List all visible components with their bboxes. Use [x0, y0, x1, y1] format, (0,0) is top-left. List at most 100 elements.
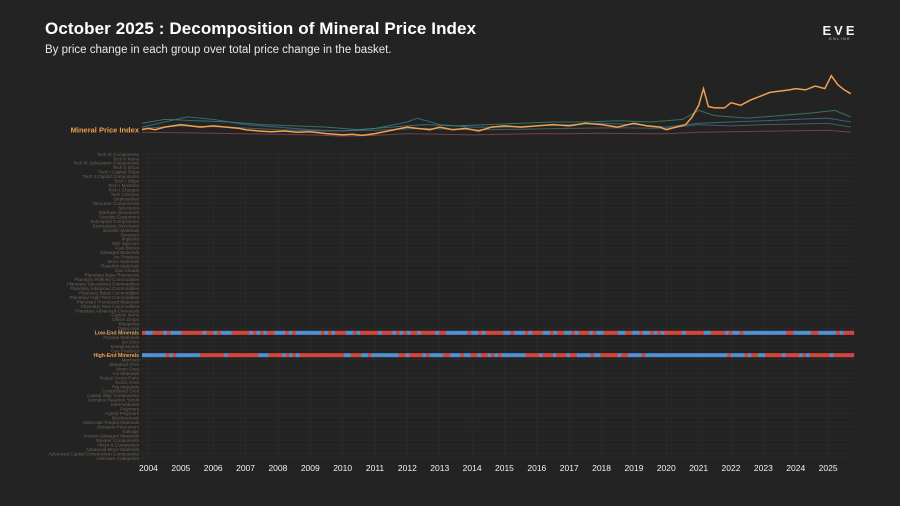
row-label: Structures: [118, 205, 140, 210]
high-minerals-cell: [282, 353, 286, 358]
low-minerals-cell: [209, 330, 214, 335]
low-minerals-cell: [692, 330, 697, 335]
high-minerals-cell: [220, 353, 225, 358]
low-minerals-cell: [260, 330, 264, 335]
low-minerals-cell: [578, 330, 583, 335]
high-minerals-cell: [463, 353, 468, 358]
low-minerals-cell: [592, 330, 597, 335]
low-minerals-cell: [632, 330, 636, 335]
low-minerals-cell: [732, 330, 737, 335]
row-label: Starbase Structures: [98, 210, 139, 215]
high-minerals-cell: [391, 353, 396, 358]
high-minerals-cell: [343, 353, 348, 358]
low-minerals-cell: [535, 330, 540, 335]
low-minerals-cell: [793, 330, 797, 335]
high-minerals-cell: [765, 353, 769, 358]
high-minerals-cell: [727, 353, 731, 358]
row-label: Ancient Salvaged Materials: [83, 433, 139, 438]
low-minerals-cell: [839, 330, 844, 335]
x-tick-label: 2011: [366, 463, 385, 473]
high-minerals-cell: [583, 353, 588, 358]
row-label: Deployables: [114, 197, 140, 202]
low-minerals-cell: [843, 330, 847, 335]
row-label: Rogue Drone Parts: [100, 375, 140, 380]
low-minerals-cell: [399, 330, 404, 335]
high-minerals-cell: [333, 353, 338, 358]
row-label: Complex Reaction Yields: [88, 398, 140, 403]
high-minerals-cell: [525, 353, 529, 358]
high-minerals-cell: [706, 353, 711, 358]
low-minerals-cell: [635, 330, 640, 335]
row-label: Reaction Materials: [101, 264, 140, 269]
low-minerals-cell: [599, 330, 604, 335]
high-minerals-cell: [788, 353, 793, 358]
low-minerals-cell: [460, 330, 465, 335]
row-label: Moon Ores: [116, 366, 139, 371]
grid-lines: [148, 150, 829, 460]
row-label: Planetary Advanced Chemicals: [75, 308, 139, 313]
high-minerals-cell: [429, 353, 434, 358]
low-minerals-cell: [546, 330, 551, 335]
high-minerals-cell: [614, 353, 618, 358]
high-minerals-cell: [631, 353, 636, 358]
low-minerals-cell: [174, 330, 178, 335]
x-tick-label: 2024: [786, 463, 805, 473]
high-minerals-cell: [261, 353, 266, 358]
low-minerals-cell: [167, 330, 171, 335]
low-minerals-cell: [224, 330, 229, 335]
high-minerals-cell: [713, 353, 718, 358]
row-label: Tech III Subsystem Components: [73, 161, 140, 166]
low-minerals-cell: [317, 330, 322, 335]
low-minerals-cell: [435, 330, 440, 335]
low-minerals-cell: [442, 330, 447, 335]
low-minerals-cell: [428, 330, 432, 335]
high-minerals-cell: [747, 353, 752, 358]
x-tick-label: 2014: [463, 463, 482, 473]
high-minerals-cell: [607, 353, 612, 358]
high-minerals-cell: [367, 353, 372, 358]
high-minerals-cell: [165, 353, 170, 358]
low-minerals-cell: [263, 330, 268, 335]
low-minerals-cell: [703, 330, 708, 335]
high-minerals-cell: [521, 353, 526, 358]
row-label: Fuel Blocks: [115, 246, 139, 251]
low-minerals-cell: [811, 330, 815, 335]
high-minerals-cell: [309, 353, 314, 358]
row-label: Planetary Specialized Commodities: [67, 281, 140, 286]
low-minerals-cell: [510, 330, 515, 335]
high-minerals-cell: [689, 353, 694, 358]
high-minerals-cell: [299, 353, 304, 358]
low-minerals-cell: [295, 330, 300, 335]
high-minerals-cell: [628, 353, 632, 358]
row-label: Tech I Capital Ships: [98, 170, 139, 175]
low-minerals-cell: [492, 330, 497, 335]
high-minerals-cell: [552, 353, 557, 358]
high-minerals-cell: [179, 353, 184, 358]
high-minerals-cell: [761, 353, 766, 358]
low-minerals-cell: [417, 330, 422, 335]
low-minerals-cell: [739, 330, 744, 335]
low-minerals-cell: [836, 330, 840, 335]
low-minerals-cell: [757, 330, 762, 335]
low-minerals-cell: [242, 330, 246, 335]
low-minerals-cell: [549, 330, 554, 335]
row-label: Gas Products: [111, 349, 140, 354]
low-minerals-cell: [310, 330, 314, 335]
high-minerals-cell: [501, 353, 505, 358]
low-minerals-cell: [639, 330, 644, 335]
low-minerals-cell: [385, 330, 390, 335]
low-minerals-cell: [252, 330, 257, 335]
high-minerals-cell: [621, 353, 625, 358]
high-minerals-cell: [203, 353, 208, 358]
row-label: Planetary High-Tech Commodities: [70, 295, 140, 300]
high-minerals-cell: [316, 353, 321, 358]
low-minerals-cell: [231, 330, 236, 335]
high-minerals-cell: [816, 353, 820, 358]
low-minerals-cell: [660, 330, 665, 335]
x-tick-label: 2016: [527, 463, 546, 473]
high-minerals-cell: [350, 353, 355, 358]
high-minerals-cell: [405, 353, 410, 358]
x-tick-label: 2025: [819, 463, 838, 473]
row-label: Capital Ship Components: [87, 393, 140, 398]
row-label: Planetary Advanced Commodities: [70, 286, 140, 291]
